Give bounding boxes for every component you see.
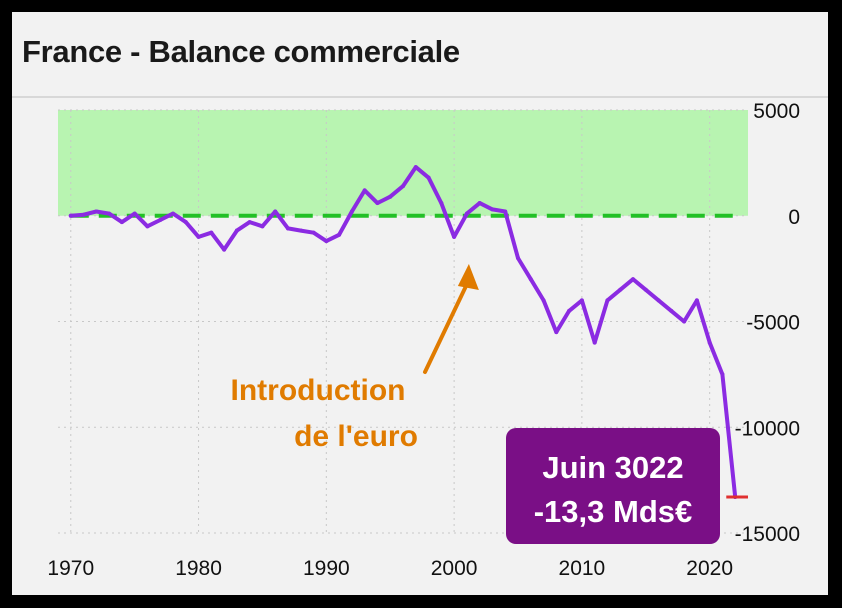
x-tick-label: 2000 xyxy=(431,557,478,580)
data-point xyxy=(477,201,482,206)
data-point xyxy=(260,224,265,229)
data-point xyxy=(528,277,533,282)
data-point xyxy=(401,184,405,189)
data-point xyxy=(107,211,112,216)
callout-value: -13,3 Mds€ xyxy=(534,494,693,529)
x-tick-label: 1970 xyxy=(47,557,94,580)
data-point xyxy=(362,188,367,193)
annotation-euro-line1: Introduction xyxy=(231,374,406,407)
data-point xyxy=(694,298,699,303)
positive-zone-layer xyxy=(58,110,748,216)
data-point xyxy=(119,220,124,225)
data-point xyxy=(388,194,393,199)
data-point xyxy=(196,234,201,239)
data-point xyxy=(567,308,572,313)
data-point xyxy=(413,165,418,170)
data-point xyxy=(247,220,252,225)
data-point xyxy=(490,207,495,212)
data-point xyxy=(145,224,150,229)
x-tick-label: 2020 xyxy=(686,557,733,580)
data-point xyxy=(273,209,278,214)
data-point xyxy=(669,308,674,313)
data-point xyxy=(298,228,303,233)
positive-zone xyxy=(58,110,748,216)
data-point xyxy=(234,228,239,233)
series-layer xyxy=(68,165,748,500)
data-point xyxy=(682,319,687,324)
data-point xyxy=(209,230,214,235)
data-point xyxy=(171,211,175,216)
y-tick-label: -10000 xyxy=(735,417,800,440)
data-point xyxy=(132,211,137,216)
callout-box xyxy=(506,428,720,544)
y-tick-label: -5000 xyxy=(746,312,800,335)
data-point xyxy=(656,298,661,303)
annotation-euro-line2: de l'euro xyxy=(294,420,418,453)
data-point xyxy=(222,247,227,252)
x-tick-label: 2010 xyxy=(559,557,606,580)
data-point xyxy=(439,201,444,206)
x-tick-label: 1980 xyxy=(175,557,222,580)
data-point xyxy=(337,232,342,237)
data-point xyxy=(579,298,584,303)
data-point xyxy=(541,298,546,303)
x-tick-label: 1990 xyxy=(303,557,350,580)
y-tick-label: -15000 xyxy=(735,523,800,546)
data-point xyxy=(158,217,163,222)
data-point xyxy=(516,256,520,261)
data-point xyxy=(183,220,188,225)
tick-label-layer: 1970 1980 1990 2000 2010 2020 5000 0 -5000 -10000… xyxy=(47,100,800,580)
data-point xyxy=(464,211,469,216)
data-point xyxy=(68,213,73,218)
data-point xyxy=(452,234,457,239)
callout-date: Juin 3022 xyxy=(542,450,683,485)
data-point xyxy=(375,201,380,206)
data-point xyxy=(605,298,610,303)
data-point xyxy=(554,330,559,335)
euro-arrow-shaft xyxy=(423,278,471,374)
annotation-layer: Introduction de l'euro Juin 3022 -13,3 M… xyxy=(231,264,720,544)
y-tick-label: 5000 xyxy=(753,100,800,123)
title-divider xyxy=(12,96,828,98)
data-point xyxy=(631,277,635,282)
data-point xyxy=(311,230,316,235)
data-point xyxy=(81,212,86,217)
chart-title: France - Balance commerciale xyxy=(22,34,460,69)
data-point xyxy=(720,372,725,377)
data-point xyxy=(94,209,99,214)
data-point xyxy=(643,287,648,292)
euro-arrow-head xyxy=(457,264,479,291)
y-tick-label: 0 xyxy=(788,206,800,229)
data-point xyxy=(426,175,431,180)
data-point xyxy=(349,209,354,214)
data-point xyxy=(503,209,508,214)
data-point xyxy=(618,287,623,292)
data-point xyxy=(286,226,290,231)
data-point xyxy=(324,239,329,244)
data-point xyxy=(707,340,712,345)
data-point xyxy=(592,340,597,345)
